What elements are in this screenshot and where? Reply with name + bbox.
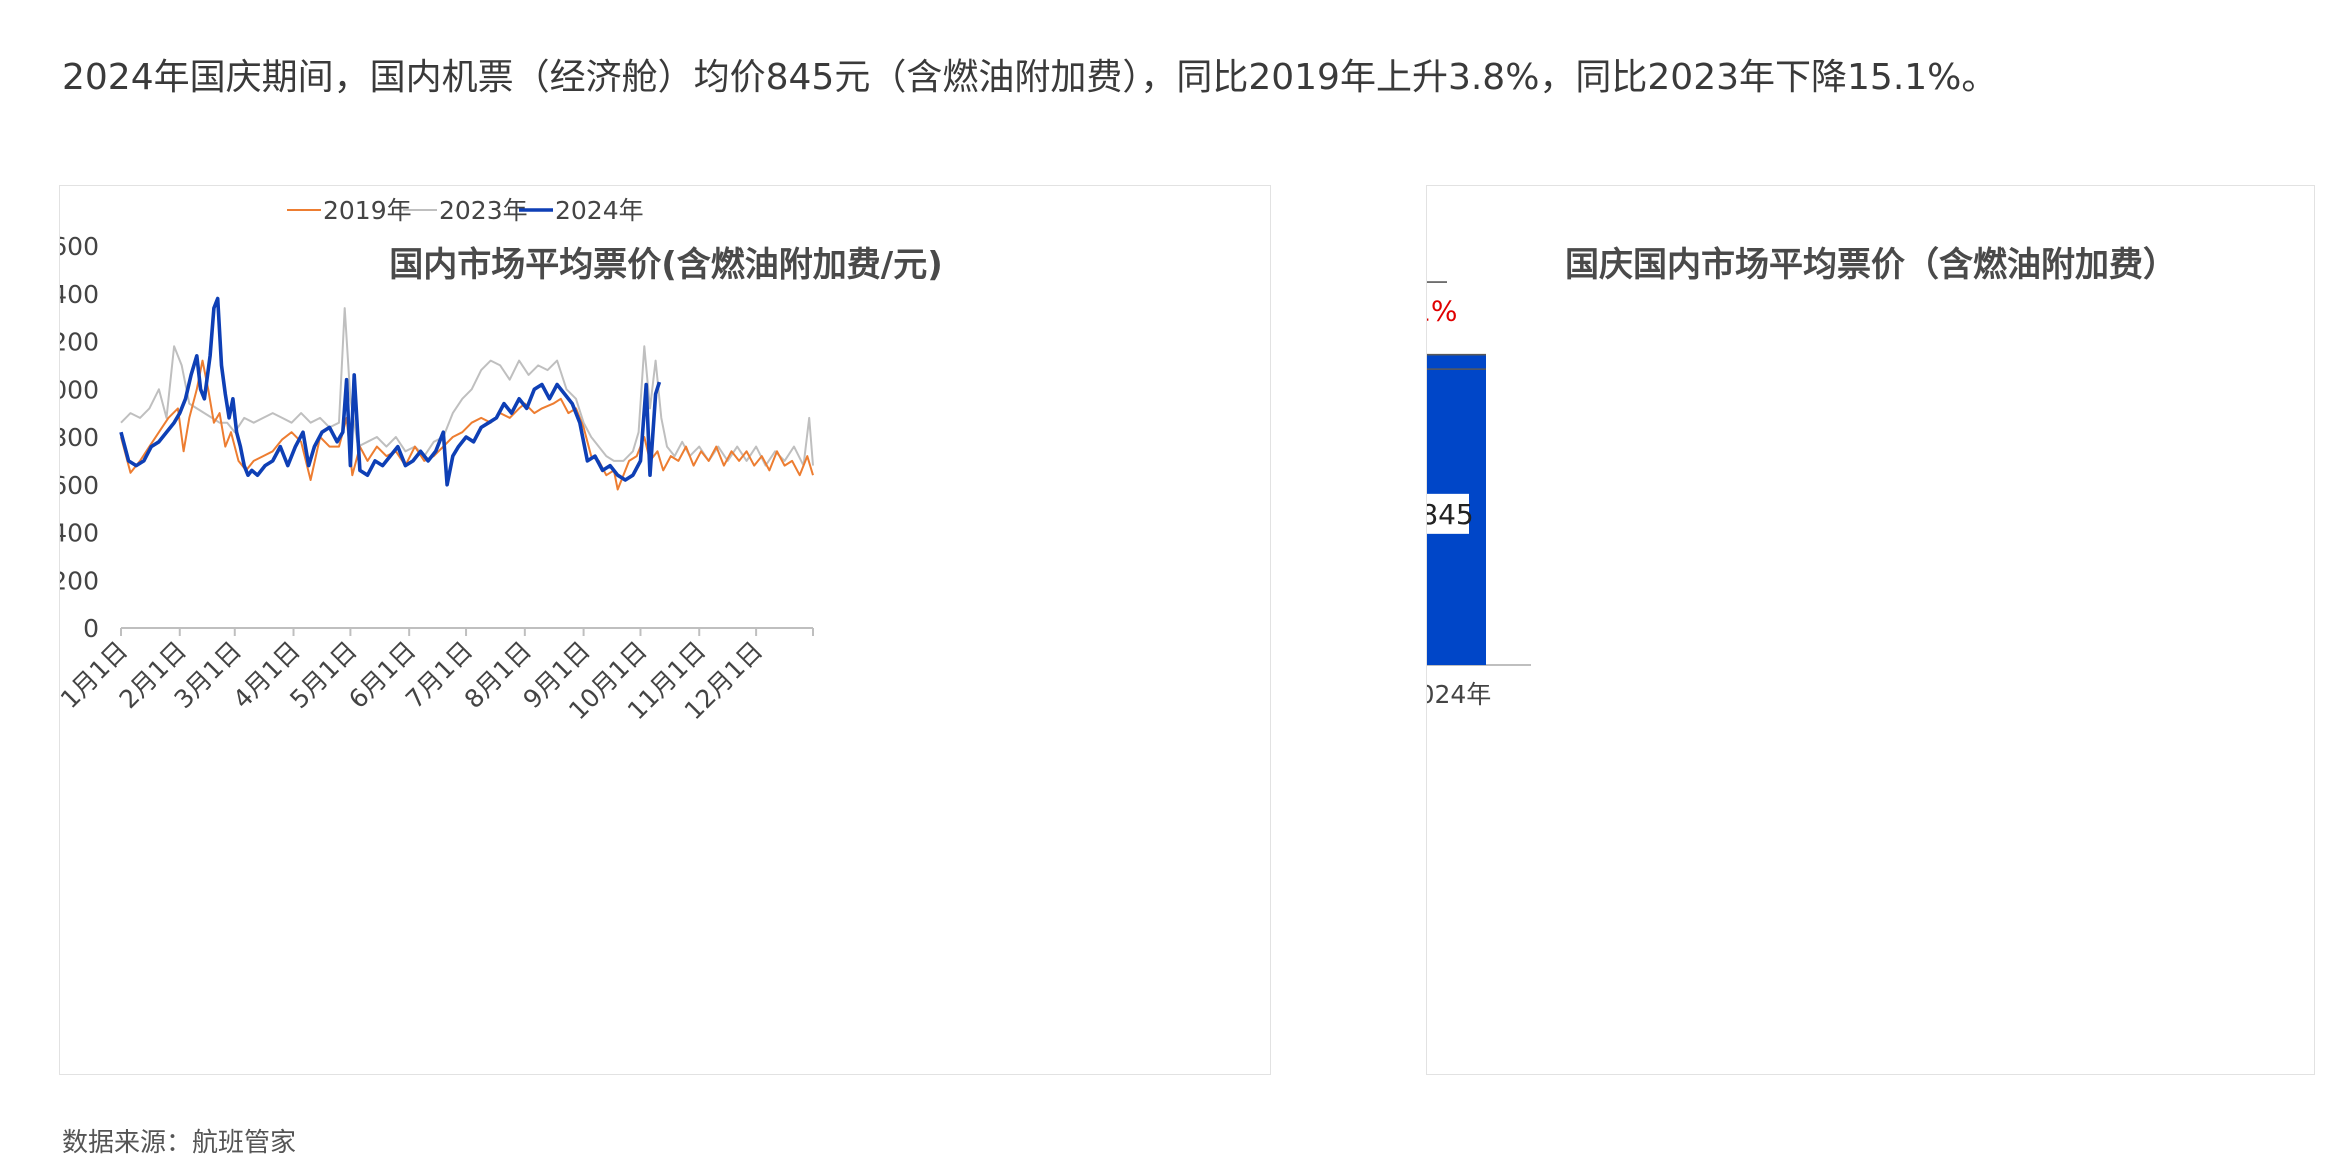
legend-label-2023年: 2023年 (439, 196, 528, 225)
bar-chart-panel: 国庆国内市场平均票价（含燃油附加费）2003004005006007008009… (1426, 185, 2315, 1075)
series-line-2019年 (120, 359, 814, 491)
line-chart-title: 国内市场平均票价(含燃油附加费/元) (389, 245, 943, 285)
series-line-2023年 (120, 307, 814, 467)
series-line-2024年 (119, 296, 662, 487)
y-tick-label: 600 (60, 471, 99, 500)
y-tick-label: 1,200 (60, 328, 99, 357)
bar-value-label: 845 (1427, 498, 1474, 531)
y-tick-label: 1,600 (60, 232, 99, 261)
y-tick-label: 0 (83, 614, 99, 643)
source-note: 数据来源：航班管家 (62, 1128, 297, 1158)
legend-label-2024年: 2024年 (555, 196, 644, 225)
annotation-decrease: -15.1% (1427, 294, 1458, 327)
legend-label-2019年: 2019年 (323, 196, 412, 225)
y-tick-label: 800 (60, 423, 99, 452)
bar-chart: 国庆国内市场平均票价（含燃油附加费）2003004005006007008009… (1427, 245, 2177, 709)
line-chart: 国内市场平均票价(含燃油附加费/元) 0 200 400 600 800 1,000 1,20… (60, 196, 943, 725)
bar-chart-title: 国庆国内市场平均票价（含燃油附加费） (1565, 245, 2177, 285)
y-tick-label: 400 (60, 519, 99, 548)
y-tick-label: 200 (60, 566, 99, 595)
headline: 2024年国庆期间，国内机票（经济舱）均价845元（含燃油附加费），同比2019… (62, 57, 1998, 98)
line-chart-panel: 国内市场平均票价(含燃油附加费/元) 0 200 400 600 800 1,000 1,20… (59, 185, 1271, 1075)
y-tick-label: 1,000 (60, 375, 99, 404)
x-tick-label: 2024年 (1427, 680, 1491, 709)
bar-value-label-bg (1427, 493, 1469, 534)
y-tick-label: 1,400 (60, 280, 99, 309)
